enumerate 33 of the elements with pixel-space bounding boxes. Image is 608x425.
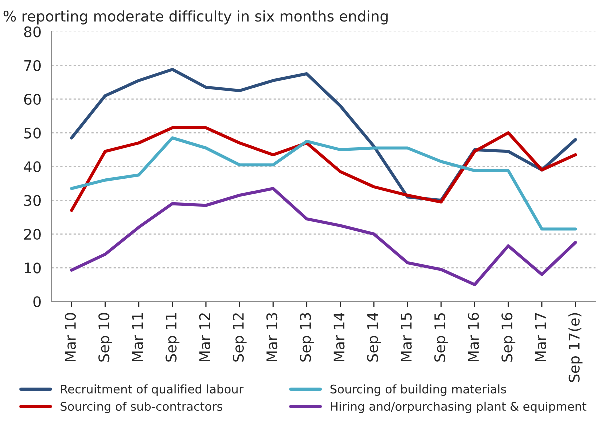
legend-label: Recruitment of qualified labour <box>61 384 244 396</box>
y-tick-label: 0 <box>34 296 41 308</box>
line-series <box>70 136 578 231</box>
x-tick-label: Sep 14 <box>367 312 382 362</box>
x-tick-label: Mar 10 <box>65 313 76 362</box>
legend-label: Hiring and/orpurchasing plant & equipment <box>331 402 587 414</box>
y-tick-label: 30 <box>24 195 41 206</box>
x-tick-label: Sep 15 <box>434 313 448 362</box>
x-tick-label: Sep 13 <box>300 313 314 362</box>
x-tick-label: Mar 17 <box>535 313 546 362</box>
y-tick-label: 20 <box>24 229 41 240</box>
x-tick-label: Sep 12 <box>232 314 247 362</box>
x-tick-label: Mar 14 <box>334 312 345 362</box>
y-tick-label: 40 <box>24 162 41 173</box>
x-tick-label: Mar 16 <box>468 313 480 362</box>
x-tick-label: Mar 12 <box>199 314 210 362</box>
x-tick-label: Mar 15 <box>401 313 412 362</box>
line-series <box>70 187 578 286</box>
legend-label: Sourcing of building materials <box>330 384 506 396</box>
y-tick-label: 80 <box>24 26 41 38</box>
chart-title: % reporting moderate difficulty in six months ending <box>4 10 388 25</box>
x-tick-label: Sep 17(e) <box>568 313 583 382</box>
line-series <box>70 126 578 212</box>
legend-label: Sourcing of sub-contractors <box>60 402 223 414</box>
x-tick-label: Sep 16 <box>502 313 516 362</box>
y-tick-label: 10 <box>25 262 41 274</box>
x-tick-label: Mar 11 <box>132 314 144 362</box>
y-tick-label: 60 <box>24 94 41 106</box>
x-tick-label: Mar 13 <box>266 313 278 362</box>
x-tick-label: Sep 10 <box>98 313 112 362</box>
x-tick-label: Sep 11 <box>166 314 180 362</box>
y-tick-label: 70 <box>24 60 41 72</box>
y-tick-label: 50 <box>24 128 41 139</box>
